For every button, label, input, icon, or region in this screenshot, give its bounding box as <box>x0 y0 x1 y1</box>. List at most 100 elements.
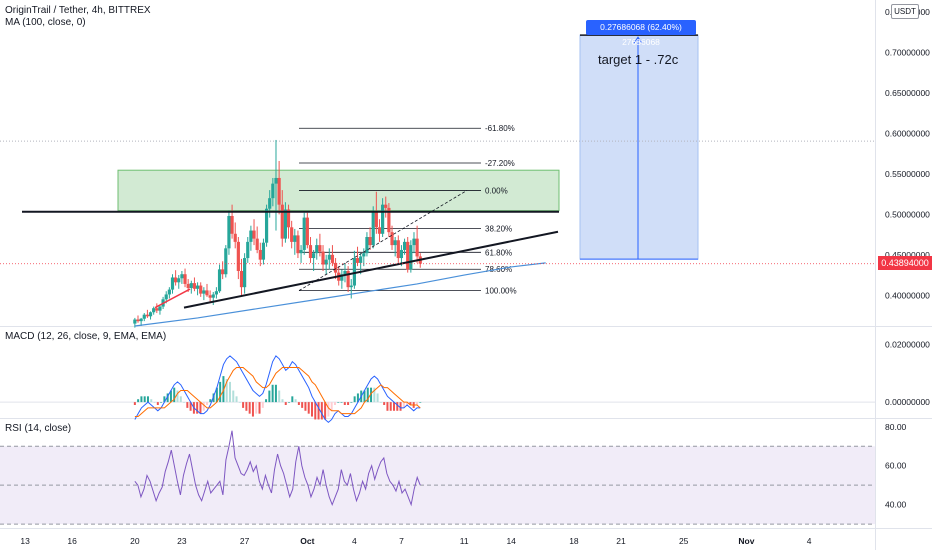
macd-hist-bar-46 <box>284 402 287 405</box>
price-tick-label-7: 0.40000000 <box>885 290 930 300</box>
currency-badge[interactable]: USDT <box>891 4 919 19</box>
candle-body-42 <box>264 208 269 243</box>
macd-hist-bar-14 <box>179 396 182 403</box>
x-tick-label-13: Nov <box>738 536 754 546</box>
candle-body-25 <box>211 294 215 298</box>
candle-body-70 <box>352 258 356 286</box>
candle-body-6 <box>152 308 156 313</box>
candle-body-58 <box>315 245 319 254</box>
macd-hist-bar-34 <box>245 402 248 411</box>
x-tick-label-10: 18 <box>569 536 579 546</box>
ma100-line <box>134 262 546 327</box>
candle-body-87 <box>406 241 410 270</box>
candle-body-32 <box>233 233 237 242</box>
candle-body-89 <box>412 238 416 246</box>
macd-hist-bar-31 <box>235 396 238 403</box>
fib-level-label-0: -61.80% <box>485 124 515 133</box>
macd-hist-bar-80 <box>396 402 399 411</box>
macd-hist-bar-79 <box>393 402 396 411</box>
candle-body-52 <box>296 235 300 254</box>
macd-hist-bar-45 <box>281 399 284 403</box>
macd-hist-bar-55 <box>314 402 317 420</box>
candle-body-29 <box>224 248 228 275</box>
candle-body-45 <box>274 177 278 184</box>
candle-body-34 <box>239 270 244 288</box>
macd-hist-bar-64 <box>343 402 346 405</box>
candle-body-56 <box>308 245 313 259</box>
macd-hist-bar-17 <box>189 402 192 411</box>
candle-body-59 <box>318 245 322 252</box>
macd-tick-label-0: 0.02000000 <box>885 339 930 349</box>
candle-body-16 <box>183 274 187 284</box>
macd-hist-bar-22 <box>206 402 209 405</box>
candle-body-2 <box>139 318 143 322</box>
macd-hist-bar-5 <box>150 399 153 403</box>
rsi-tick-label-2: 40.00 <box>885 500 907 510</box>
price-tick-label-3: 0.60000000 <box>885 128 930 138</box>
macd-hist-bar-84 <box>409 402 412 405</box>
candle-body-88 <box>409 245 413 270</box>
candle-body-46 <box>277 177 281 205</box>
candle-body-51 <box>293 235 297 242</box>
candle-body-62 <box>327 254 331 260</box>
macd-hist-bar-21 <box>202 402 205 411</box>
x-tick-label-5: Oct <box>300 536 314 546</box>
macd-hist-bar-47 <box>288 402 291 403</box>
macd-hist-bar-9 <box>163 396 166 403</box>
symbol-legend: OriginTrail / Tether, 4h, BITTREX <box>5 5 151 16</box>
macd-hist-bar-28 <box>225 379 228 403</box>
candle-body-33 <box>236 241 240 271</box>
macd-hist-bar-50 <box>297 402 300 405</box>
x-tick-label-4: 27 <box>240 536 250 546</box>
rsi-tick-label-1: 60.00 <box>885 461 907 471</box>
candle-body-55 <box>305 217 309 246</box>
candle-body-60 <box>321 251 325 265</box>
candle-body-10 <box>164 294 168 300</box>
candle-body-8 <box>158 306 162 311</box>
x-tick-label-14: 4 <box>807 536 812 546</box>
macd-hist-bar-68 <box>356 393 359 403</box>
candle-body-17 <box>186 283 190 288</box>
macd-hist-bar-35 <box>248 402 251 414</box>
macd-hist-bar-72 <box>370 387 373 403</box>
macd-hist-bar-81 <box>399 402 402 411</box>
macd-hist-bar-15 <box>183 402 186 403</box>
macd-hist-bar-44 <box>278 390 281 403</box>
candle-body-81 <box>387 207 391 233</box>
candle-body-49 <box>286 209 291 228</box>
macd-hist-bar-59 <box>327 402 330 417</box>
macd-hist-bar-74 <box>376 393 379 403</box>
rsi-legend: RSI (14, close) <box>5 423 72 434</box>
signal-line <box>134 366 421 418</box>
macd-hist-bar-87 <box>419 402 422 403</box>
macd-hist-bar-54 <box>310 402 313 417</box>
macd-hist-bar-75 <box>379 402 382 403</box>
x-tick-label-1: 16 <box>67 536 77 546</box>
macd-tick-label-1: 0.00000000 <box>885 397 930 407</box>
macd-hist-bar-40 <box>265 399 268 403</box>
macd-hist-bar-66 <box>350 402 353 403</box>
macd-hist-bar-1 <box>137 399 140 403</box>
macd-hist-bar-78 <box>389 402 392 411</box>
macd-hist-bar-41 <box>268 390 271 403</box>
candle-body-27 <box>217 269 222 292</box>
macd-hist-bar-3 <box>143 396 146 403</box>
macd-hist-bar-82 <box>402 402 405 408</box>
macd-hist-bar-71 <box>366 387 369 403</box>
candle-body-69 <box>349 285 353 288</box>
candle-body-63 <box>330 254 335 263</box>
x-tick-label-6: 4 <box>352 536 357 546</box>
price-tick-label-1: 0.70000000 <box>885 48 930 58</box>
macd-hist-bar-23 <box>209 399 212 403</box>
rsi-line <box>134 430 421 507</box>
candle-body-90 <box>415 238 419 257</box>
macd-hist-bar-62 <box>337 402 340 403</box>
candle-body-0 <box>133 319 137 324</box>
candle-body-40 <box>258 249 262 260</box>
price-tick-label-5: 0.50000000 <box>885 209 930 219</box>
fib-projection-line <box>298 190 468 291</box>
candle-body-79 <box>381 204 385 234</box>
macd-hist-bar-67 <box>353 396 356 403</box>
